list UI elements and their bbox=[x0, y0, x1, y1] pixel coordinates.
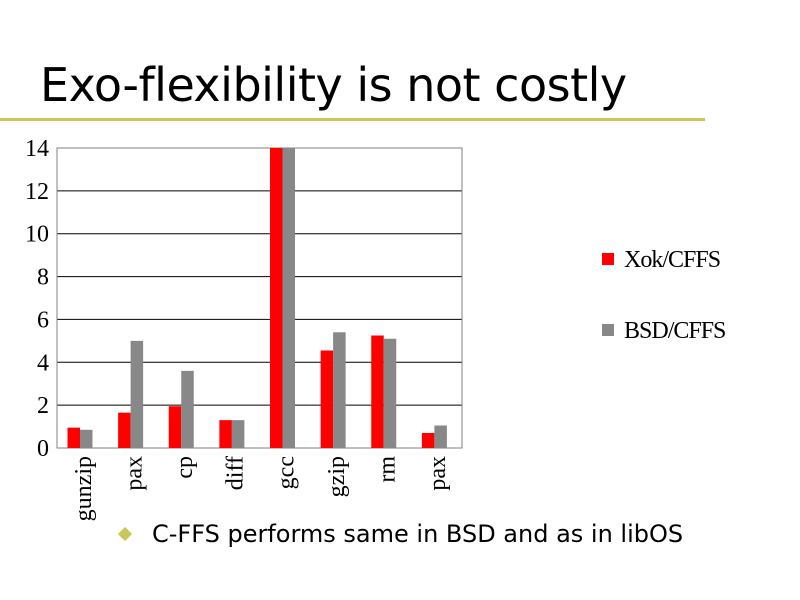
bar-xok-cffs-gzip bbox=[320, 350, 334, 448]
y-axis-ticks: 0 2 4 6 8 10 12 14 bbox=[25, 136, 49, 462]
y-tick-label: 4 bbox=[37, 350, 49, 376]
y-tick-label: 0 bbox=[37, 436, 49, 462]
x-category-label: rm bbox=[375, 456, 401, 483]
chart-grid bbox=[56, 147, 463, 449]
bullet-point: C-FFS performs same in BSD and as in lib… bbox=[118, 520, 683, 548]
legend-swatch bbox=[602, 324, 614, 336]
y-tick-label: 6 bbox=[37, 307, 49, 333]
x-category-label: pax bbox=[425, 456, 451, 491]
y-tick-label: 12 bbox=[25, 179, 49, 205]
bar-bsd-cffs-rm bbox=[383, 338, 397, 448]
x-category-label: diff bbox=[223, 456, 249, 490]
x-category-label: gzip bbox=[324, 456, 350, 497]
bar-xok-cffs-rm bbox=[371, 335, 384, 448]
chart-legend: Xok/CFFS BSD/CFFS bbox=[602, 247, 726, 344]
bar-bsd-cffs-pax bbox=[434, 425, 447, 448]
bar-bsd-cffs-gzip bbox=[333, 332, 346, 448]
x-category-label: cp bbox=[172, 456, 198, 479]
bar-xok-cffs-gunzip bbox=[67, 427, 80, 448]
diamond-bullet-icon bbox=[118, 527, 132, 541]
y-tick-label: 14 bbox=[25, 136, 49, 162]
y-tick-label: 2 bbox=[37, 393, 49, 419]
y-tick-label: 8 bbox=[37, 265, 49, 291]
y-tick-label: 10 bbox=[25, 222, 49, 248]
bar-xok-cffs-cp bbox=[168, 406, 182, 448]
bar-bsd-cffs-cp bbox=[181, 370, 194, 448]
bar-bsd-cffs-gcc bbox=[282, 148, 295, 448]
bar-xok-cffs-gcc bbox=[270, 148, 283, 448]
bar-xok-cffs-diff bbox=[219, 420, 232, 448]
legend-label: Xok/CFFS bbox=[624, 247, 720, 273]
legend-swatch bbox=[602, 253, 614, 265]
x-axis-labels: gunzip pax cp diff gcc gzip rm pax bbox=[71, 456, 451, 522]
chart-bars bbox=[67, 148, 447, 448]
bar-bsd-cffs-gunzip bbox=[80, 429, 93, 448]
bullet-text: C-FFS performs same in BSD and as in lib… bbox=[152, 520, 684, 548]
bar-xok-cffs-pax bbox=[118, 412, 131, 448]
slide-title: Exo-flexibility is not costly bbox=[40, 58, 627, 112]
legend-label: BSD/CFFS bbox=[624, 318, 725, 344]
plot-frame bbox=[56, 147, 463, 449]
bar-xok-cffs-pax bbox=[421, 433, 435, 448]
x-category-label: gunzip bbox=[71, 456, 97, 521]
x-category-label: gcc bbox=[273, 456, 299, 489]
bar-bsd-cffs-pax bbox=[130, 340, 144, 448]
x-category-label: pax bbox=[121, 456, 147, 491]
title-underline bbox=[0, 118, 705, 121]
bar-bsd-cffs-diff bbox=[231, 420, 245, 448]
